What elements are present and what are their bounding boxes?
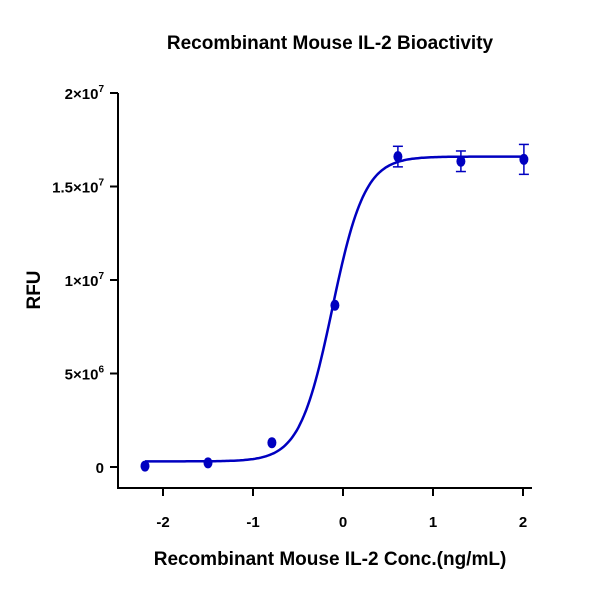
x-tick-label: -1 xyxy=(246,514,259,531)
x-tick-label: 0 xyxy=(339,514,347,531)
data-point xyxy=(140,460,150,472)
x-tick-label: 1 xyxy=(429,514,437,531)
y-axis-label: RFU xyxy=(24,270,45,309)
x-tick-label: 2 xyxy=(519,514,527,531)
y-tick-label: 1×107 xyxy=(65,271,105,290)
data-point xyxy=(267,437,277,449)
y-tick-label: 1.5×107 xyxy=(52,178,104,197)
y-tick-label: 5×106 xyxy=(65,365,105,384)
data-point xyxy=(393,151,403,163)
y-tick-label: 0 xyxy=(96,460,104,477)
data-point xyxy=(519,153,529,165)
data-point xyxy=(456,155,466,167)
y-tick-label: 2×107 xyxy=(65,84,105,103)
data-point xyxy=(330,299,340,311)
chart-title: Recombinant Mouse IL-2 Bioactivity xyxy=(167,33,494,54)
data-point xyxy=(203,457,213,469)
x-axis-label: Recombinant Mouse IL-2 Conc.(ng/mL) xyxy=(154,549,507,570)
x-tick-label: -2 xyxy=(156,514,169,531)
